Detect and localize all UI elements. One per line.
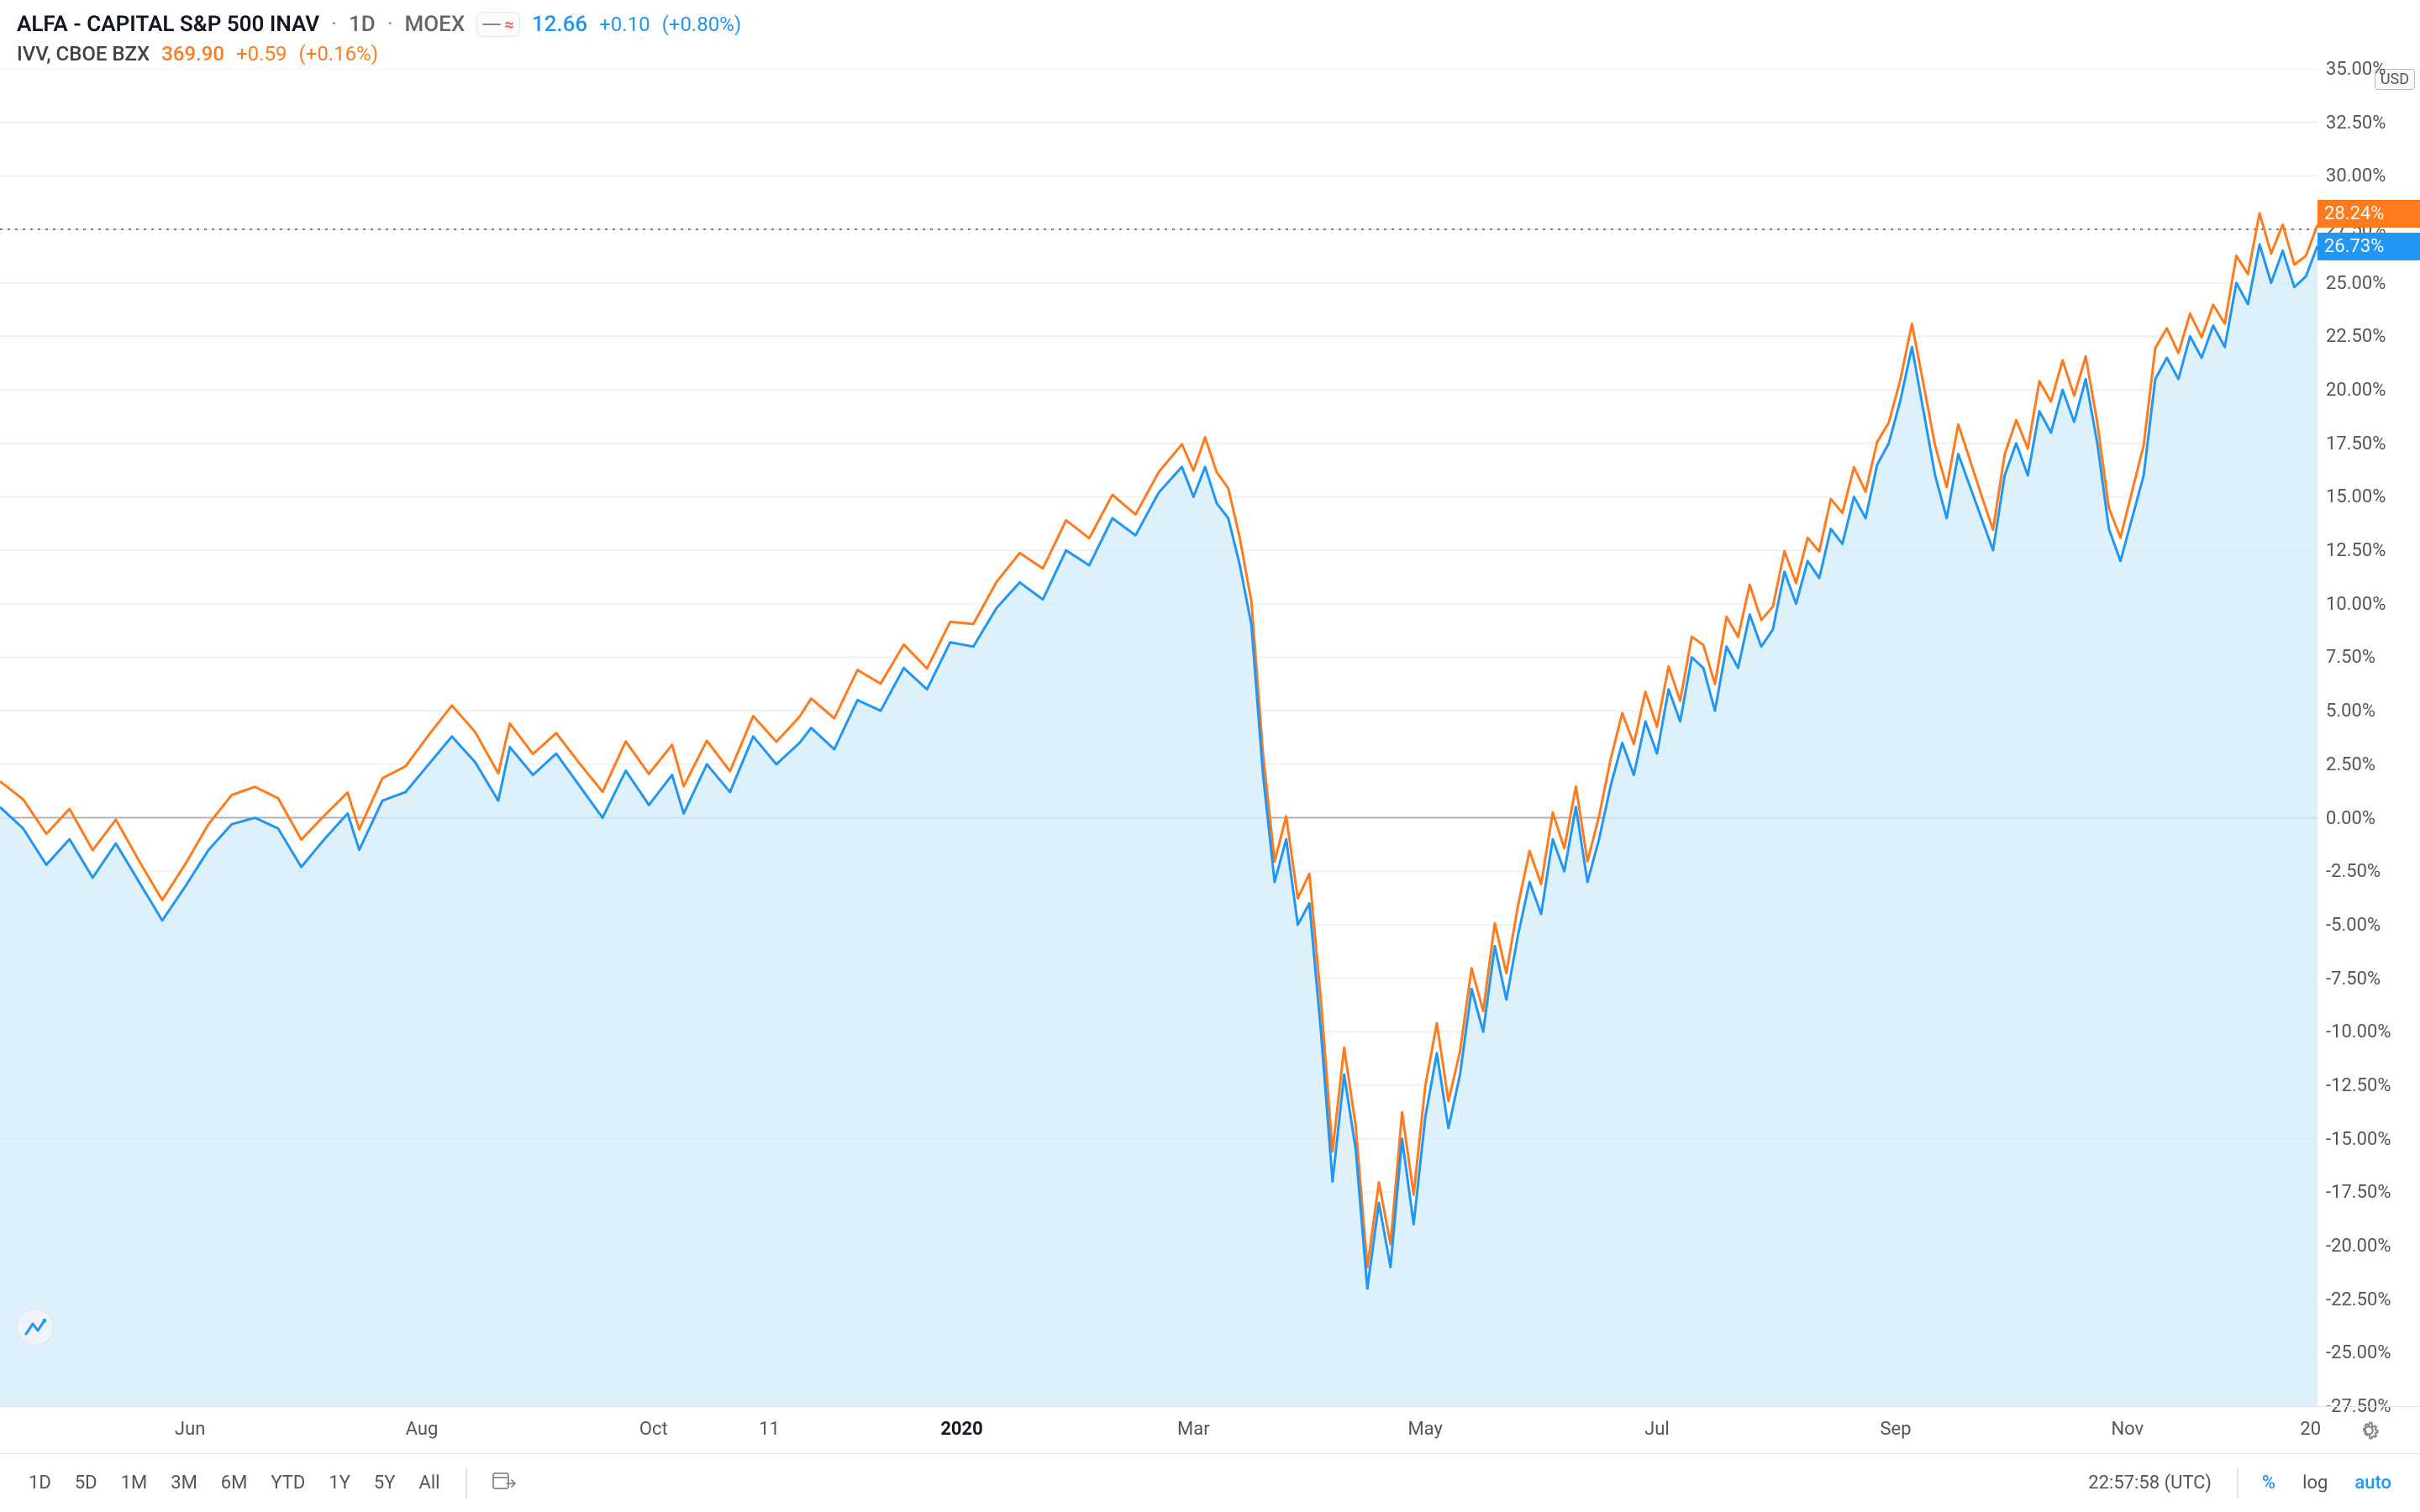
x-tick-label: Sep <box>1880 1419 1911 1440</box>
percent-scale-button[interactable]: % <box>2250 1464 2287 1502</box>
y-tick-label: 7.50% <box>2326 647 2375 668</box>
price-chart-svg[interactable] <box>0 69 2317 1406</box>
y-tick-label: 0.00% <box>2326 808 2375 829</box>
x-tick-label: Nov <box>2111 1419 2144 1440</box>
y-tick-label: 32.50% <box>2326 113 2386 134</box>
compare-indicator-chip[interactable]: ≈ <box>476 12 520 37</box>
range-button-6m[interactable]: 6M <box>209 1464 260 1502</box>
y-tick-label: -2.50% <box>2326 861 2381 882</box>
x-tick-label: Jul <box>1644 1419 1670 1440</box>
x-tick-label: Jun <box>175 1419 205 1440</box>
y-tick-label: 20.00% <box>2326 380 2386 401</box>
toolbar-separator <box>2237 1468 2238 1499</box>
toolbar-separator <box>466 1468 467 1499</box>
y-tick-label: -20.00% <box>2326 1236 2391 1257</box>
last-price-label: 26.73% <box>2317 233 2420 260</box>
chart-region[interactable]: USD 35.00%32.50%30.00%27.50%25.00%22.50%… <box>0 69 2420 1453</box>
secondary-symbol-row[interactable]: IVV, CBOE BZX 369.90 +0.59 (+0.16%) <box>17 42 2403 66</box>
calendar-goto-icon <box>492 1471 516 1491</box>
y-tick-label: 10.00% <box>2326 594 2386 615</box>
secondary-symbol-title: IVV, CBOE BZX <box>17 42 150 66</box>
y-tick-label: 12.50% <box>2326 540 2386 561</box>
secondary-last-price: 369.90 <box>161 42 224 66</box>
last-price-label: 28.24% <box>2317 200 2420 228</box>
range-button-1d[interactable]: 1D <box>17 1464 63 1502</box>
x-tick-label: May <box>1407 1419 1442 1440</box>
primary-symbol-title: ALFA - CAPITAL S&P 500 INAV <box>17 12 319 37</box>
range-button-all[interactable]: All <box>407 1464 451 1502</box>
range-button-3m[interactable]: 3M <box>159 1464 209 1502</box>
y-tick-label: 17.50% <box>2326 433 2386 454</box>
y-tick-label: -5.00% <box>2326 915 2381 936</box>
x-tick-label: Oct <box>639 1419 668 1440</box>
y-tick-label: 22.50% <box>2326 326 2386 347</box>
range-button-5d[interactable]: 5D <box>63 1464 109 1502</box>
goto-date-button[interactable] <box>481 1462 528 1504</box>
x-tick-label: 11 <box>759 1419 780 1440</box>
secondary-change-pct: (+0.16%) <box>298 42 378 66</box>
x-tick-label: Aug <box>406 1419 439 1440</box>
secondary-change-abs: +0.59 <box>236 42 287 66</box>
x-tick-label: Mar <box>1177 1419 1210 1440</box>
clock-time[interactable]: 22:57:58 (UTC) <box>2075 1473 2225 1494</box>
y-tick-label: 25.00% <box>2326 273 2386 294</box>
primary-symbol-row[interactable]: ALFA - CAPITAL S&P 500 INAV · 1D · MOEX … <box>17 12 2403 37</box>
y-tick-label: 30.00% <box>2326 165 2386 186</box>
auto-scale-button[interactable]: auto <box>2343 1464 2403 1502</box>
x-tick-label: 2020 <box>940 1419 983 1440</box>
primary-change-abs: +0.10 <box>599 13 650 36</box>
x-axis-time[interactable]: JunAugOct112020MarMayJulSepNov20 <box>0 1406 2317 1453</box>
range-button-1y[interactable]: 1Y <box>317 1464 362 1502</box>
y-tick-label: -25.00% <box>2326 1342 2391 1363</box>
y-tick-label: -7.50% <box>2326 969 2381 990</box>
log-scale-button[interactable]: log <box>2291 1464 2339 1502</box>
y-tick-label: -22.50% <box>2326 1289 2391 1310</box>
chart-interval: 1D <box>349 12 376 37</box>
chart-legend-header: ALFA - CAPITAL S&P 500 INAV · 1D · MOEX … <box>0 0 2420 69</box>
range-button-1m[interactable]: 1M <box>109 1464 160 1502</box>
tradingview-logo-icon[interactable] <box>17 1309 54 1346</box>
y-tick-label: 2.50% <box>2326 754 2375 775</box>
y-tick-label: 15.00% <box>2326 486 2386 507</box>
gear-icon <box>2357 1419 2381 1442</box>
y-tick-label: -17.50% <box>2326 1182 2391 1203</box>
y-tick-label: -15.00% <box>2326 1129 2391 1150</box>
line-style-icon <box>482 24 501 25</box>
y-tick-label: -12.50% <box>2326 1075 2391 1096</box>
y-axis-scale[interactable]: USD 35.00%32.50%30.00%27.50%25.00%22.50%… <box>2317 69 2420 1406</box>
primary-last-price: 12.66 <box>532 12 587 37</box>
primary-change-pct: (+0.80%) <box>662 13 742 36</box>
chart-settings-button[interactable] <box>2317 1406 2420 1453</box>
bottom-toolbar: 1D5D1M3M6MYTD1Y5YAll 22:57:58 (UTC) % lo… <box>0 1453 2420 1512</box>
y-tick-label: -10.00% <box>2326 1021 2391 1042</box>
primary-exchange: MOEX <box>405 12 466 37</box>
range-button-5y[interactable]: 5Y <box>362 1464 408 1502</box>
range-button-ytd[interactable]: YTD <box>259 1464 317 1502</box>
y-tick-label: 5.00% <box>2326 701 2375 722</box>
approx-icon: ≈ <box>504 14 514 34</box>
